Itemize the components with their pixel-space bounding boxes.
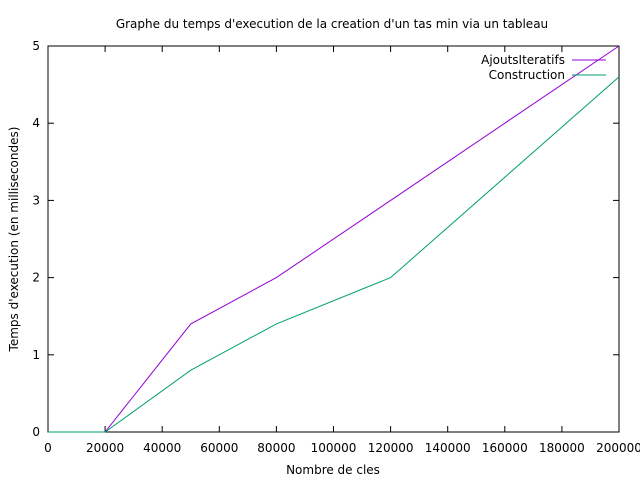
legend-label: Construction: [489, 68, 565, 82]
x-tick-label: 40000: [143, 441, 181, 455]
x-tick-label: 20000: [86, 441, 124, 455]
x-tick-label: 60000: [200, 441, 238, 455]
y-axis: 0 1 2 3 4 5: [32, 39, 619, 439]
x-axis-label: Nombre de cles: [286, 463, 380, 477]
legend-label: AjoutsIteratifs: [481, 53, 565, 67]
y-tick-label: 5: [32, 39, 40, 53]
x-tick-label: 200000: [596, 441, 640, 455]
series-line-ajoutsiteratifs: [48, 45, 620, 433]
series-line-construction: [48, 76, 620, 433]
x-tick-label: 0: [44, 441, 52, 455]
y-axis-label: Temps d'execution (en millisecondes): [7, 127, 21, 353]
chart-title: Graphe du temps d'execution de la creati…: [116, 17, 548, 31]
x-tick-label: 80000: [257, 441, 295, 455]
x-tick-label: 120000: [368, 441, 414, 455]
x-tick-label: 160000: [482, 441, 528, 455]
y-tick-label: 1: [32, 348, 40, 362]
x-tick-label: 140000: [425, 441, 471, 455]
y-tick-label: 2: [32, 271, 40, 285]
series-lines: [48, 45, 620, 433]
y-tick-label: 4: [32, 116, 40, 130]
x-axis: 0 20000 40000 60000 80000 100000 120000 140000 1…: [44, 46, 640, 455]
x-tick-label: 100000: [311, 441, 357, 455]
y-tick-label: 3: [32, 193, 40, 207]
x-tick-label: 180000: [539, 441, 585, 455]
y-tick-label: 0: [32, 425, 40, 439]
